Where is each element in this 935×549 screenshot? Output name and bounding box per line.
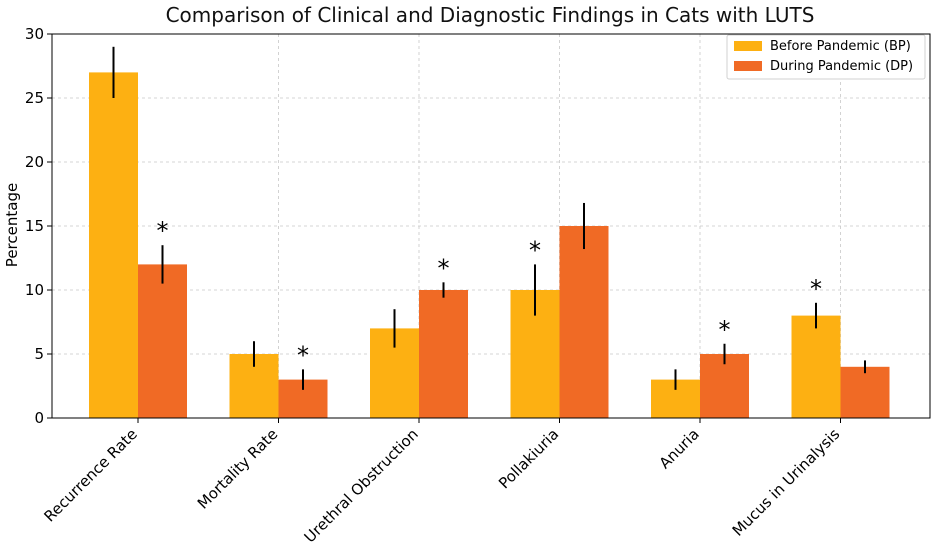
legend: Before Pandemic (BP) During Pandemic (DP… bbox=[726, 34, 926, 80]
legend-swatch-before bbox=[734, 41, 762, 51]
x-tick-label-mucus-in-urinalysis: Mucus in Urinalysis bbox=[729, 425, 844, 540]
x-tick-label-pollakiuria: Pollakiuria bbox=[495, 425, 562, 492]
significance-star-during-mortality-rate: * bbox=[297, 341, 309, 369]
x-tick-label-urethral-obstruction: Urethral Obstruction bbox=[301, 425, 422, 546]
legend-swatch-during bbox=[734, 61, 762, 71]
bars bbox=[89, 72, 890, 419]
y-tick-label: 30 bbox=[25, 25, 44, 43]
significance-star-before-mucus-in-urinalysis: * bbox=[810, 275, 822, 303]
significance-star-during-urethral-obstruction: * bbox=[438, 254, 450, 282]
bar-during-anuria bbox=[700, 354, 749, 418]
significance-star-during-anuria: * bbox=[719, 316, 731, 344]
bar-before-recurrence-rate bbox=[89, 72, 138, 419]
significance-star-before-pollakiuria: * bbox=[529, 236, 541, 264]
legend-label-before: Before Pandemic (BP) bbox=[770, 39, 911, 54]
x-tick-label-mortality-rate: Mortality Rate bbox=[194, 425, 281, 512]
y-tick-label: 20 bbox=[25, 153, 44, 171]
significance-markers: * * * * * * bbox=[157, 217, 823, 369]
chart-title: Comparison of Clinical and Diagnostic Fi… bbox=[166, 3, 815, 27]
bar-before-mucus-in-urinalysis bbox=[791, 315, 841, 418]
significance-star-during-recurrence-rate: * bbox=[157, 217, 169, 245]
x-tick-label-anuria: Anuria bbox=[656, 425, 703, 472]
bar-during-pollakiuria bbox=[559, 226, 609, 418]
legend-box bbox=[726, 34, 926, 80]
bar-during-mucus-in-urinalysis bbox=[840, 366, 890, 418]
legend-label-during: During Pandemic (DP) bbox=[770, 59, 913, 74]
y-axis-label: Percentage bbox=[3, 183, 21, 267]
y-tick-label: 15 bbox=[25, 217, 44, 235]
bar-during-recurrence-rate bbox=[138, 264, 187, 418]
y-axis-ticks: 0 5 10 15 20 25 30 bbox=[25, 25, 52, 427]
x-tick-label-recurrence-rate: Recurrence Rate bbox=[41, 425, 141, 525]
y-tick-label: 5 bbox=[34, 345, 44, 363]
x-axis-ticks: Recurrence Rate Mortality Rate Urethral Ob… bbox=[41, 418, 844, 546]
error-bars bbox=[112, 46, 866, 390]
y-tick-label: 10 bbox=[25, 281, 44, 299]
bar-during-urethral-obstruction bbox=[419, 290, 468, 418]
y-tick-label: 0 bbox=[34, 409, 44, 427]
y-tick-label: 25 bbox=[25, 89, 44, 107]
